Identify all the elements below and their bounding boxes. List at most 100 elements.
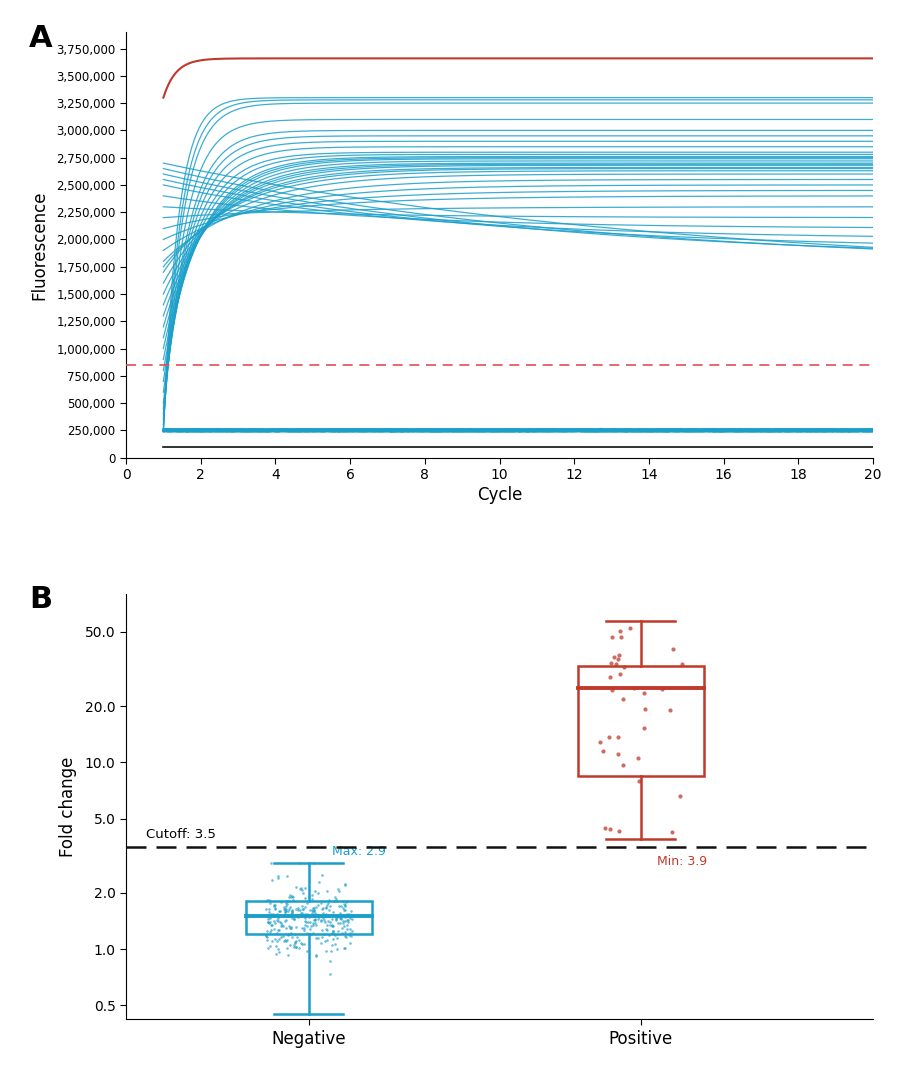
Point	[261, 939, 275, 956]
Point	[309, 929, 323, 946]
Point	[333, 914, 347, 931]
Point	[284, 888, 298, 906]
Point	[279, 900, 293, 917]
Point	[316, 899, 330, 916]
X-axis label: Cycle: Cycle	[477, 486, 522, 504]
Point	[603, 668, 617, 686]
Point	[337, 940, 351, 957]
Point	[666, 641, 680, 658]
Point	[292, 931, 306, 949]
Point	[285, 887, 300, 905]
Point	[270, 906, 284, 923]
Point	[329, 941, 344, 958]
Point	[338, 896, 352, 913]
Point	[315, 866, 329, 883]
Point	[280, 908, 294, 925]
Point	[321, 927, 336, 944]
Point	[637, 684, 652, 701]
Point	[320, 896, 335, 913]
Point	[289, 900, 303, 917]
Text: Max: 2.9: Max: 2.9	[332, 846, 386, 858]
Point	[604, 655, 618, 672]
Point	[290, 928, 304, 945]
Point	[338, 897, 352, 914]
Point	[269, 932, 284, 950]
Point	[326, 923, 340, 940]
Point	[260, 929, 274, 946]
Point	[319, 914, 333, 931]
Point	[323, 942, 338, 959]
Point	[293, 901, 308, 918]
Point	[271, 867, 285, 884]
Point	[302, 887, 317, 905]
Point	[297, 935, 311, 952]
Point	[325, 916, 339, 934]
Point	[314, 900, 328, 917]
Point	[292, 908, 306, 925]
Point	[263, 909, 277, 926]
Point	[263, 913, 277, 930]
Point	[325, 917, 339, 935]
Point	[316, 905, 330, 922]
Point	[286, 910, 301, 927]
Point	[305, 901, 320, 918]
Point	[292, 939, 307, 956]
Point	[303, 901, 318, 918]
Point	[277, 931, 292, 949]
Point	[307, 854, 321, 871]
Point	[297, 916, 311, 934]
Point	[263, 895, 277, 912]
Point	[310, 907, 325, 924]
Point	[328, 935, 342, 952]
Point	[630, 750, 644, 767]
Point	[312, 909, 327, 926]
Point	[280, 896, 294, 913]
Point	[320, 906, 334, 923]
Point	[294, 920, 309, 937]
Point	[267, 896, 282, 913]
Point	[335, 924, 349, 941]
Point	[287, 935, 302, 952]
Point	[317, 912, 331, 929]
Point	[339, 907, 354, 924]
Point	[598, 819, 612, 836]
Point	[345, 923, 359, 940]
Point	[289, 932, 303, 950]
Point	[320, 913, 335, 930]
Point	[632, 773, 646, 790]
Point	[312, 873, 327, 891]
Point	[325, 910, 339, 927]
Point	[613, 665, 627, 682]
Text: Cutoff: 3.5: Cutoff: 3.5	[146, 828, 216, 841]
Point	[278, 903, 293, 921]
Point	[276, 932, 291, 950]
Point	[336, 892, 350, 909]
Point	[319, 898, 333, 915]
Point	[293, 880, 308, 897]
Point	[592, 733, 607, 750]
Point	[275, 927, 290, 944]
Point	[285, 902, 300, 920]
Point	[299, 908, 313, 925]
Point	[304, 891, 319, 908]
Point	[279, 897, 293, 914]
Point	[267, 930, 282, 947]
Point	[272, 902, 286, 920]
Point	[281, 902, 295, 920]
Point	[258, 928, 273, 945]
Point	[281, 908, 295, 925]
Point	[320, 908, 335, 925]
Point	[294, 881, 309, 898]
Point	[602, 821, 616, 838]
Point	[655, 681, 670, 699]
Point	[334, 898, 348, 915]
Point	[274, 914, 288, 931]
Point	[284, 918, 298, 936]
Point	[318, 932, 332, 950]
Point	[291, 901, 305, 918]
Point	[607, 649, 621, 666]
Point	[302, 908, 317, 925]
Point	[341, 906, 356, 923]
Point	[284, 925, 298, 942]
Point	[672, 788, 687, 805]
